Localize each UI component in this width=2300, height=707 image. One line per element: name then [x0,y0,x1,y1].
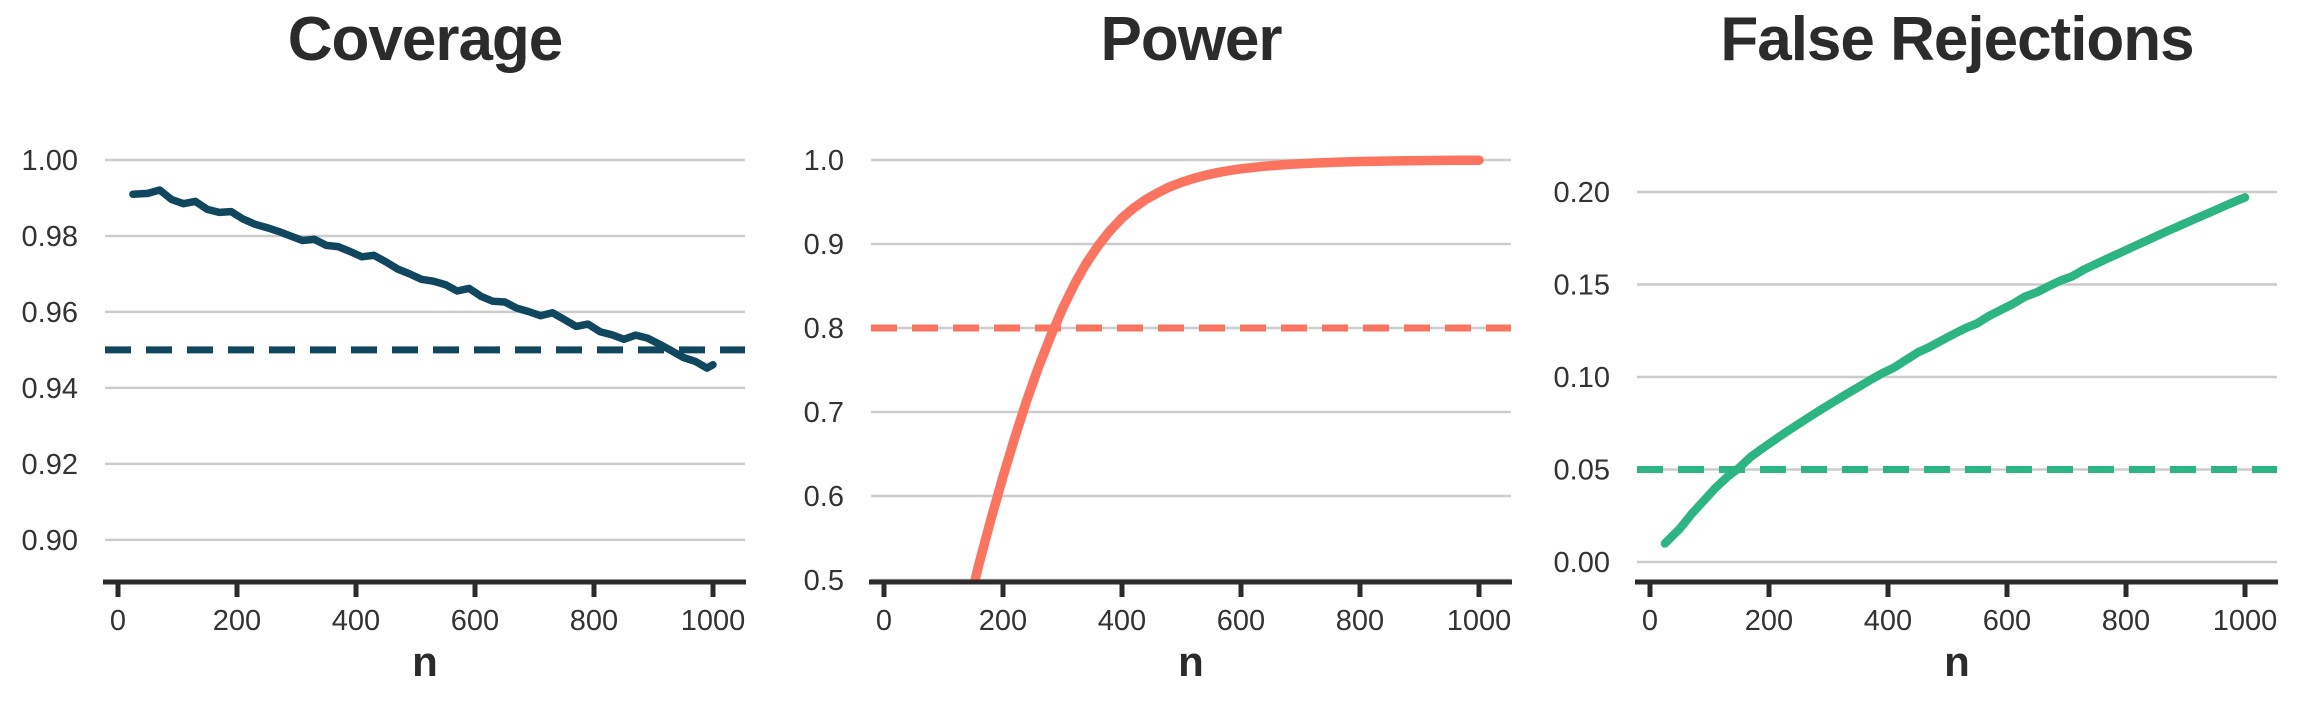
x-axis-title: n [1178,638,1204,685]
chart-power: 0 200 400 600 800 1000 1.0 0.9 0.8 0.7 0.6 0.5 n Pow… [766,0,1532,707]
y-tick-label: 0.6 [804,481,844,513]
coverage-plot: 0 200 400 600 800 1000 1.00 0.98 0.96 0.94 0.92 0.9… [22,145,746,685]
x-tick-label: 0 [1642,605,1658,637]
y-tick-label: 0.00 [1554,547,1610,579]
x-tick-label: 800 [1336,605,1384,637]
false-rejections-plot: 0 200 400 600 800 1000 0.20 0.15 0.10 0.05 0.00 n [1554,177,2278,685]
y-tick-label: 0.90 [22,525,78,557]
power-series-line [969,155,1484,582]
x-axis-title: n [412,638,438,685]
y-tick-label: 0.9 [804,229,844,261]
y-tick-label: 0.8 [804,313,844,345]
x-tick-label: 200 [979,605,1027,637]
x-tick-label: 600 [1983,605,2031,637]
y-tick-label: 0.05 [1554,454,1610,486]
x-tick-label: 600 [451,605,499,637]
x-tick-label: 1000 [2213,605,2278,637]
y-tick-label: 0.10 [1554,362,1610,394]
power-plot: 0 200 400 600 800 1000 1.0 0.9 0.8 0.7 0.6 0.5 n [804,145,1512,685]
x-tick-label: 1000 [1447,605,1512,637]
x-tick-label: 800 [2102,605,2150,637]
y-tick-label: 0.92 [22,449,78,481]
y-tick-label: 1.0 [804,145,844,177]
y-tick-label: 0.98 [22,221,78,253]
x-tick-label: 200 [1745,605,1793,637]
x-tick-label: 0 [110,605,126,637]
y-tick-label: 0.15 [1554,269,1610,301]
x-tick-label: 0 [876,605,892,637]
false_rejections-series-line [1660,193,2250,548]
chart-false-rejections: 0 200 400 600 800 1000 0.20 0.15 0.10 0.05 0.00 n F… [1532,0,2300,707]
chart-title: False Rejections [1720,5,2194,74]
y-tick-label: 0.94 [22,373,78,405]
x-axis-title: n [1944,638,1970,685]
coverage-series-line [129,186,717,372]
x-tick-label: 400 [1864,605,1912,637]
y-tick-label: 1.00 [22,145,78,177]
x-tick-label: 1000 [681,605,746,637]
x-tick-label: 400 [332,605,380,637]
x-tick-label: 600 [1217,605,1265,637]
y-tick-label: 0.5 [804,565,844,597]
y-tick-label: 0.7 [804,397,844,429]
chart-coverage: 0 200 400 600 800 1000 1.00 0.98 0.96 0.94 0.92 0.9… [0,0,766,707]
y-tick-label: 0.20 [1554,177,1610,209]
x-tick-label: 200 [213,605,261,637]
x-tick-label: 400 [1098,605,1146,637]
y-tick-label: 0.96 [22,297,78,329]
chart-title: Power [1100,5,1282,74]
x-tick-label: 800 [570,605,618,637]
chart-title: Coverage [287,5,564,74]
